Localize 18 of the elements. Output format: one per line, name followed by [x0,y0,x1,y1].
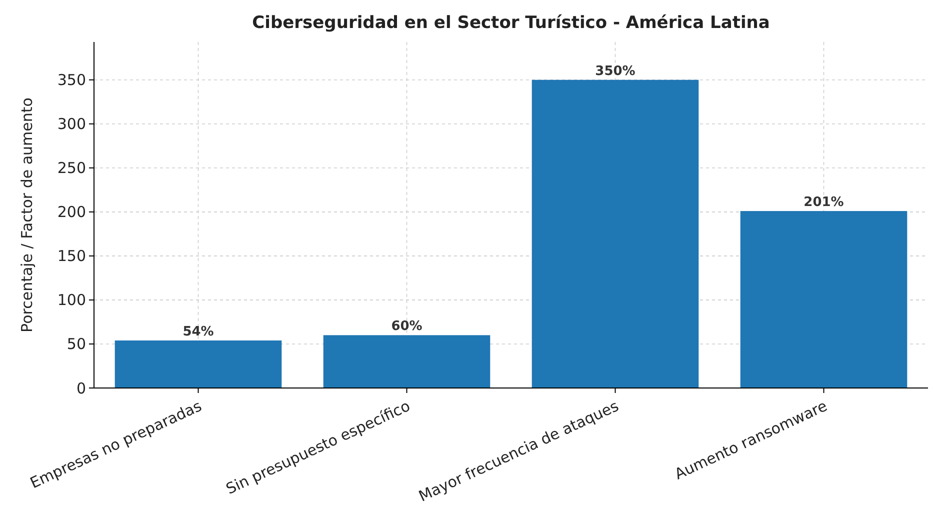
y-tick-label: 200 [57,203,86,222]
bar [532,80,699,388]
bar [114,340,282,388]
data-label: 54% [182,324,214,340]
chart-title: Ciberseguridad en el Sector Turístico - América Latina [252,13,770,33]
y-tick-label: 350 [57,71,86,90]
data-label: 350% [595,64,636,79]
y-tick-label: 150 [57,247,86,266]
y-tick-label: 250 [57,159,86,178]
y-tick-label: 300 [57,115,86,134]
y-tick-label: 0 [76,379,86,398]
data-label: 60% [391,319,422,334]
y-tick-label: 100 [57,291,86,310]
bar [323,335,490,388]
y-axis-title: Porcentaje / Factor de aumento [18,98,36,332]
y-tick-label: 50 [66,335,86,354]
bar [740,211,908,388]
data-label: 201% [804,195,844,210]
